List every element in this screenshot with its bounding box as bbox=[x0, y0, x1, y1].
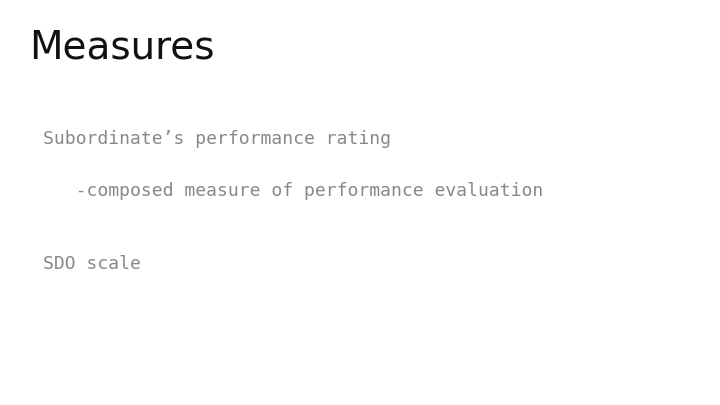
Text: -composed measure of performance evaluation: -composed measure of performance evaluat… bbox=[43, 182, 544, 200]
Text: Measures: Measures bbox=[29, 28, 215, 66]
Text: SDO scale: SDO scale bbox=[43, 255, 141, 273]
Text: Subordinate’s performance rating: Subordinate’s performance rating bbox=[43, 130, 391, 147]
